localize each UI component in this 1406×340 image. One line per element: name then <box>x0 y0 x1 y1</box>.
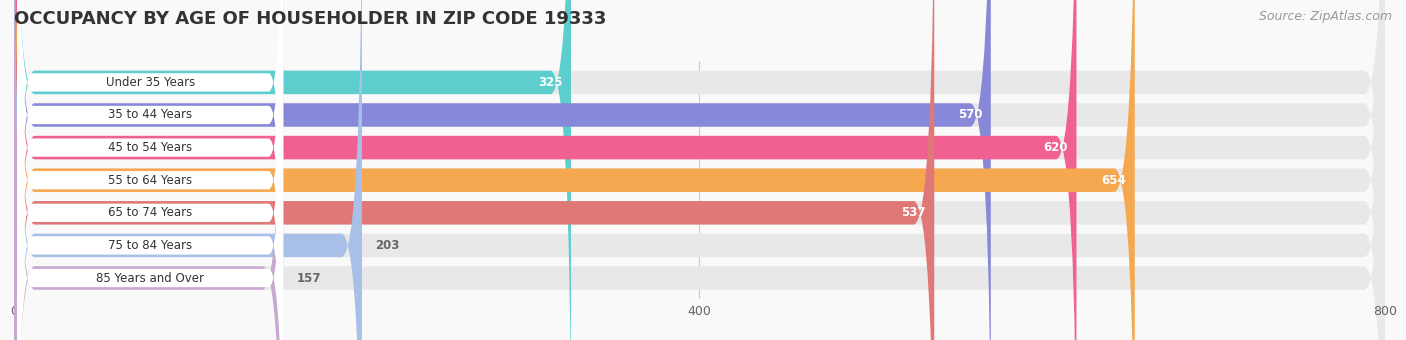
FancyBboxPatch shape <box>14 0 1385 340</box>
Text: 654: 654 <box>1101 174 1126 187</box>
FancyBboxPatch shape <box>14 0 1385 340</box>
FancyBboxPatch shape <box>17 0 283 340</box>
Text: 35 to 44 Years: 35 to 44 Years <box>108 108 193 121</box>
FancyBboxPatch shape <box>14 0 361 340</box>
Text: 45 to 54 Years: 45 to 54 Years <box>108 141 193 154</box>
Text: 55 to 64 Years: 55 to 64 Years <box>108 174 193 187</box>
FancyBboxPatch shape <box>14 0 991 340</box>
Text: 157: 157 <box>297 272 322 285</box>
FancyBboxPatch shape <box>17 0 283 340</box>
FancyBboxPatch shape <box>17 0 283 340</box>
FancyBboxPatch shape <box>14 0 1385 340</box>
Text: 85 Years and Over: 85 Years and Over <box>96 272 204 285</box>
Text: OCCUPANCY BY AGE OF HOUSEHOLDER IN ZIP CODE 19333: OCCUPANCY BY AGE OF HOUSEHOLDER IN ZIP C… <box>14 10 606 28</box>
Text: 65 to 74 Years: 65 to 74 Years <box>108 206 193 219</box>
FancyBboxPatch shape <box>17 13 283 340</box>
FancyBboxPatch shape <box>17 0 283 340</box>
Text: Under 35 Years: Under 35 Years <box>105 76 195 89</box>
Text: 325: 325 <box>538 76 562 89</box>
FancyBboxPatch shape <box>14 0 1385 340</box>
FancyBboxPatch shape <box>14 0 1135 340</box>
FancyBboxPatch shape <box>14 0 1385 340</box>
Text: 537: 537 <box>901 206 925 219</box>
Text: 203: 203 <box>375 239 399 252</box>
Text: 620: 620 <box>1043 141 1069 154</box>
FancyBboxPatch shape <box>17 0 283 340</box>
FancyBboxPatch shape <box>14 0 571 340</box>
FancyBboxPatch shape <box>14 0 1077 340</box>
FancyBboxPatch shape <box>14 0 934 340</box>
Text: 75 to 84 Years: 75 to 84 Years <box>108 239 193 252</box>
Text: Source: ZipAtlas.com: Source: ZipAtlas.com <box>1258 10 1392 23</box>
FancyBboxPatch shape <box>14 0 1385 340</box>
FancyBboxPatch shape <box>14 0 283 340</box>
FancyBboxPatch shape <box>14 0 1385 340</box>
FancyBboxPatch shape <box>17 0 283 340</box>
Text: 570: 570 <box>957 108 983 121</box>
